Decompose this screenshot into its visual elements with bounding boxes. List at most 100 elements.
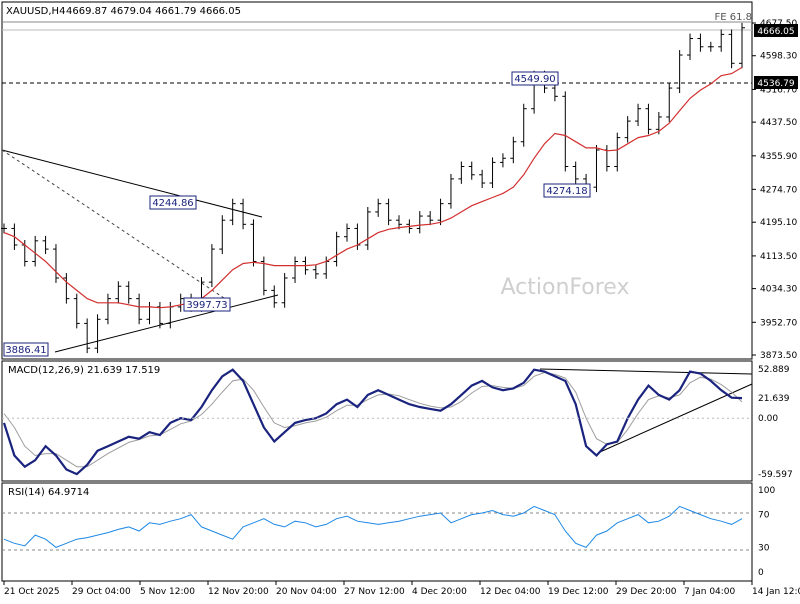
svg-text:3886.41: 3886.41 xyxy=(5,345,46,356)
price-bar xyxy=(510,136,517,164)
price-bar xyxy=(499,153,506,168)
price-layer xyxy=(1,22,745,354)
annotation-3997: 3997.73 xyxy=(183,297,231,312)
price-bar xyxy=(271,285,278,308)
price-tick-label: 4195.10 xyxy=(760,218,797,228)
price-bar xyxy=(52,244,59,283)
price-bar xyxy=(292,256,299,283)
svg-text:4666.05: 4666.05 xyxy=(757,27,794,37)
price-bar xyxy=(281,273,288,308)
watermark: ActionForex xyxy=(501,275,630,300)
x-tick-label: 7 Jan 04:00 xyxy=(684,587,736,597)
price-bar xyxy=(63,273,70,304)
price-bar xyxy=(385,198,392,226)
price-tick-label: 4355.90 xyxy=(760,152,797,162)
x-tick-label: 4 Dec 20:00 xyxy=(412,587,467,597)
svg-text:4244.86: 4244.86 xyxy=(152,198,193,209)
price-bar xyxy=(635,103,642,127)
rsi-tick-label: 30 xyxy=(758,543,770,553)
macd-line xyxy=(2,368,743,476)
price-bar xyxy=(520,103,527,147)
price-bar xyxy=(177,293,184,312)
price-bar xyxy=(333,231,340,267)
price-bar xyxy=(707,41,714,52)
macd-upper-trendline xyxy=(539,368,753,375)
price-bar xyxy=(84,318,91,354)
price-bar xyxy=(676,50,683,94)
price-bar xyxy=(104,293,111,325)
x-tick-label: 19 Dec 12:00 xyxy=(548,587,609,597)
x-tick-label: 12 Dec 04:00 xyxy=(480,587,541,597)
upper-trendline xyxy=(1,149,263,218)
symbol-label: XAUUSD,H4 xyxy=(6,6,65,17)
x-tick-label: 12 Nov 20:00 xyxy=(208,587,269,597)
annotation-4274: 4274.18 xyxy=(543,183,591,198)
rsi-tick-label: 0 xyxy=(758,568,764,578)
price-bar xyxy=(136,293,143,325)
svg-text:4274.18: 4274.18 xyxy=(546,186,587,197)
price-bar xyxy=(687,33,694,60)
macd-tick-label: -59.597 xyxy=(758,470,793,480)
annotation-3886: 3886.41 xyxy=(3,342,49,357)
rsi-tick-label: 100 xyxy=(758,486,775,496)
price-bar xyxy=(562,91,569,172)
svg-text:4549.90: 4549.90 xyxy=(514,74,555,85)
x-tick-label: 29 Dec 20:00 xyxy=(616,587,677,597)
price-bar xyxy=(395,215,402,230)
price-bar xyxy=(260,256,267,296)
price-bar xyxy=(697,33,704,52)
price-bar xyxy=(728,29,735,69)
price-tick-label: 4598.30 xyxy=(760,52,797,62)
price-bar xyxy=(551,83,558,102)
price-bar xyxy=(427,211,434,226)
x-tick-label: 27 Nov 12:00 xyxy=(344,587,405,597)
price-bar xyxy=(1,223,7,234)
price-bar xyxy=(146,301,153,325)
macd-tick-label: 21.639 xyxy=(758,394,790,404)
price-bar xyxy=(614,132,621,172)
x-tick-label: 5 Nov 12:00 xyxy=(140,587,195,597)
svg-text:3997.73: 3997.73 xyxy=(186,300,227,311)
price-bar xyxy=(593,145,600,193)
fe-label: FE 61.8 xyxy=(714,12,752,23)
price-bar xyxy=(229,198,236,226)
price-panel-frame xyxy=(1,1,753,360)
macd-signal-line xyxy=(3,371,743,468)
price-tick-label: 3873.50 xyxy=(760,351,797,361)
rsi-tick-label: 70 xyxy=(758,511,770,521)
dashed-trendline xyxy=(1,149,231,303)
price-bar xyxy=(416,211,423,234)
price-bar xyxy=(624,116,631,143)
price-tick-label: 4437.50 xyxy=(760,118,797,128)
x-tick-label: 20 Nov 04:00 xyxy=(276,587,337,597)
price-bar xyxy=(468,161,475,180)
axis-layer: 4677.504598.304516.704437.504355.904274.… xyxy=(3,19,800,597)
price-bar xyxy=(645,103,652,135)
price-bar xyxy=(718,29,725,52)
rsi-panel-frame xyxy=(1,482,753,582)
rsi-line xyxy=(3,505,743,548)
macd-title: MACD(12,26,9) 21.639 17.519 xyxy=(8,365,160,376)
annotation-4244: 4244.86 xyxy=(149,195,197,210)
price-bar xyxy=(312,264,319,279)
price-tick-label: 3952.70 xyxy=(760,318,797,328)
price-bar xyxy=(479,169,486,188)
price-bar xyxy=(219,215,226,255)
price-bar xyxy=(364,206,371,250)
price-bar xyxy=(603,145,610,172)
price-tick-label: 4274.70 xyxy=(760,185,797,195)
price-bar xyxy=(572,161,579,184)
price-bar xyxy=(115,281,122,304)
price-bar xyxy=(739,22,745,69)
dashed-level-tag: 4536.79 xyxy=(754,76,798,89)
price-bar xyxy=(73,293,80,329)
price-bar xyxy=(447,173,454,209)
last-price-tag: 4666.05 xyxy=(754,24,798,37)
svg-text:4536.79: 4536.79 xyxy=(757,79,794,89)
price-bar xyxy=(344,223,351,242)
ohlc-label: 4669.87 4679.04 4661.79 4666.05 xyxy=(66,6,241,17)
x-tick-label: 29 Oct 04:00 xyxy=(72,587,131,597)
price-bar xyxy=(125,281,132,304)
